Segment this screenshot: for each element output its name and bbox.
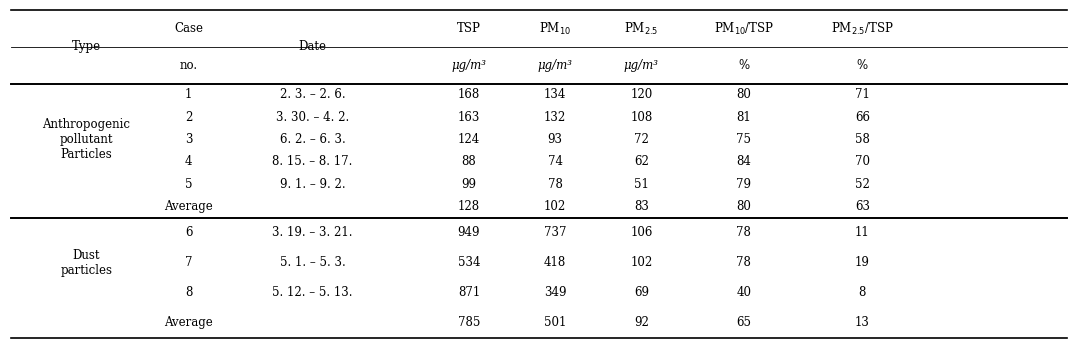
- Text: 7: 7: [185, 256, 192, 269]
- Text: 2. 3. – 2. 6.: 2. 3. – 2. 6.: [280, 88, 345, 101]
- Text: 2: 2: [185, 111, 192, 124]
- Text: 785: 785: [458, 316, 480, 329]
- Text: 13: 13: [855, 316, 870, 329]
- Text: 120: 120: [631, 88, 652, 101]
- Text: Average: Average: [164, 316, 213, 329]
- Text: 52: 52: [855, 177, 870, 190]
- Text: 70: 70: [855, 155, 870, 168]
- Text: no.: no.: [180, 59, 197, 72]
- Text: 19: 19: [855, 256, 870, 269]
- Text: 168: 168: [458, 88, 480, 101]
- Text: 99: 99: [461, 177, 476, 190]
- Text: 78: 78: [736, 226, 751, 239]
- Text: 65: 65: [736, 316, 751, 329]
- Text: 81: 81: [736, 111, 751, 124]
- Text: 106: 106: [631, 226, 652, 239]
- Text: 83: 83: [634, 200, 649, 213]
- Text: 163: 163: [458, 111, 480, 124]
- Text: 102: 102: [544, 200, 566, 213]
- Text: 134: 134: [544, 88, 566, 101]
- Text: μg/m³: μg/m³: [452, 59, 486, 72]
- Text: PM$_{2.5}$: PM$_{2.5}$: [624, 21, 659, 37]
- Text: 78: 78: [736, 256, 751, 269]
- Text: 66: 66: [855, 111, 870, 124]
- Text: Date: Date: [299, 40, 327, 54]
- Text: 3. 30. – 4. 2.: 3. 30. – 4. 2.: [276, 111, 349, 124]
- Text: 93: 93: [548, 133, 563, 146]
- Text: 871: 871: [458, 286, 480, 299]
- Text: 949: 949: [458, 226, 480, 239]
- Text: 69: 69: [634, 286, 649, 299]
- Text: PM$_{10}$: PM$_{10}$: [539, 21, 571, 37]
- Text: 128: 128: [458, 200, 480, 213]
- Text: 58: 58: [855, 133, 870, 146]
- Text: 84: 84: [736, 155, 751, 168]
- Text: μg/m³: μg/m³: [538, 59, 572, 72]
- Text: 5. 12. – 5. 13.: 5. 12. – 5. 13.: [273, 286, 353, 299]
- Text: 80: 80: [736, 200, 751, 213]
- Text: 79: 79: [736, 177, 751, 190]
- Text: 349: 349: [544, 286, 566, 299]
- Text: 72: 72: [634, 133, 649, 146]
- Text: PM$_{10}$/TSP: PM$_{10}$/TSP: [714, 21, 774, 37]
- Text: Dust
particles: Dust particles: [60, 248, 112, 277]
- Text: 418: 418: [544, 256, 566, 269]
- Text: 3: 3: [185, 133, 192, 146]
- Text: Type: Type: [71, 40, 101, 54]
- Text: 4: 4: [185, 155, 192, 168]
- Text: 501: 501: [544, 316, 566, 329]
- Text: 92: 92: [634, 316, 649, 329]
- Text: 51: 51: [634, 177, 649, 190]
- Text: TSP: TSP: [457, 22, 481, 35]
- Text: 75: 75: [736, 133, 751, 146]
- Text: 3. 19. – 3. 21.: 3. 19. – 3. 21.: [273, 226, 353, 239]
- Text: 108: 108: [631, 111, 652, 124]
- Text: 132: 132: [544, 111, 566, 124]
- Text: 74: 74: [548, 155, 563, 168]
- Text: Average: Average: [164, 200, 213, 213]
- Text: 62: 62: [634, 155, 649, 168]
- Text: 6. 2. – 6. 3.: 6. 2. – 6. 3.: [280, 133, 345, 146]
- Text: 6: 6: [185, 226, 192, 239]
- Text: 78: 78: [548, 177, 563, 190]
- Text: 737: 737: [544, 226, 566, 239]
- Text: 63: 63: [855, 200, 870, 213]
- Text: %: %: [857, 59, 868, 72]
- Text: 8. 15. – 8. 17.: 8. 15. – 8. 17.: [273, 155, 353, 168]
- Text: 88: 88: [461, 155, 476, 168]
- Text: 8: 8: [185, 286, 192, 299]
- Text: 102: 102: [631, 256, 652, 269]
- Text: 1: 1: [185, 88, 192, 101]
- Text: μg/m³: μg/m³: [624, 59, 659, 72]
- Text: 5: 5: [185, 177, 192, 190]
- Text: 5. 1. – 5. 3.: 5. 1. – 5. 3.: [280, 256, 345, 269]
- Text: 71: 71: [855, 88, 870, 101]
- Text: %: %: [738, 59, 749, 72]
- Text: 124: 124: [458, 133, 480, 146]
- Text: Case: Case: [175, 22, 203, 35]
- Text: 9. 1. – 9. 2.: 9. 1. – 9. 2.: [280, 177, 345, 190]
- Text: 11: 11: [855, 226, 870, 239]
- Text: 40: 40: [736, 286, 751, 299]
- Text: 8: 8: [859, 286, 866, 299]
- Text: 534: 534: [458, 256, 480, 269]
- Text: PM$_{2.5}$/TSP: PM$_{2.5}$/TSP: [831, 21, 894, 37]
- Text: Anthropogenic
pollutant
Particles: Anthropogenic pollutant Particles: [42, 118, 130, 161]
- Text: 80: 80: [736, 88, 751, 101]
